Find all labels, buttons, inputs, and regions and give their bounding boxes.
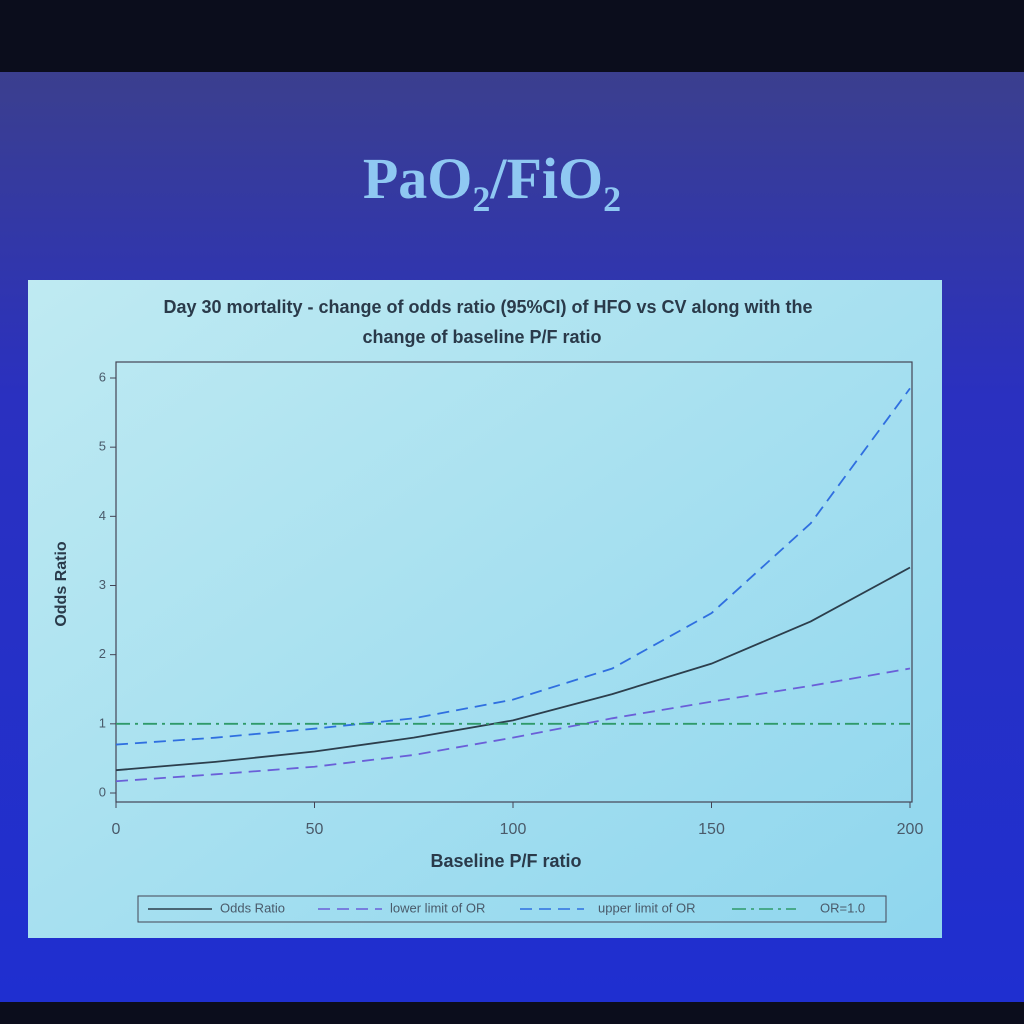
y-tick-label: 6 — [99, 369, 106, 384]
title-subscript: 2 — [472, 179, 490, 219]
series-line — [115, 387, 911, 746]
chart-panel — [28, 280, 942, 938]
x-tick-label: 200 — [897, 821, 924, 838]
y-tick-label: 4 — [99, 508, 106, 523]
y-tick-label: 1 — [99, 715, 106, 730]
slide-title: PaO2/FiO2 — [363, 146, 621, 219]
x-tick-label: 50 — [306, 821, 324, 838]
plot-frame — [115, 361, 913, 803]
chart-title: Day 30 mortality - change of odds ratio … — [163, 297, 812, 317]
legend-label: Odds Ratio — [220, 900, 285, 915]
y-tick-label: 0 — [99, 784, 106, 799]
y-tick-label: 3 — [99, 577, 106, 592]
y-axis-label: Odds Ratio — [53, 541, 70, 627]
legend-label: OR=1.0 — [820, 900, 865, 915]
x-axis-label: Baseline P/F ratio — [430, 851, 581, 871]
chart-title: change of baseline P/F ratio — [362, 327, 601, 347]
series-line — [115, 566, 911, 772]
y-tick-label: 2 — [99, 646, 106, 661]
title-part: PaO — [363, 146, 473, 211]
legend-label: lower limit of OR — [390, 900, 485, 915]
x-tick-label: 100 — [500, 821, 527, 838]
y-tick-label: 5 — [99, 439, 106, 454]
x-tick-label: 0 — [112, 821, 121, 838]
title-part: /FiO — [489, 146, 603, 211]
legend — [137, 895, 887, 923]
legend-label: upper limit of OR — [598, 900, 696, 915]
title-subscript: 2 — [603, 179, 621, 219]
x-tick-label: 150 — [698, 821, 725, 838]
series-line — [115, 667, 911, 783]
